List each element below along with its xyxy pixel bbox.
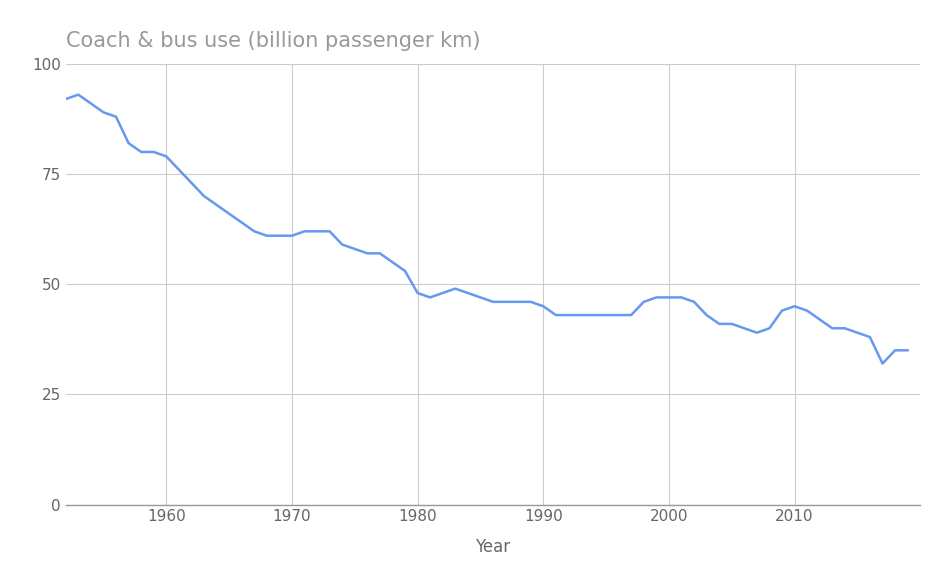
X-axis label: Year: Year bbox=[475, 538, 511, 556]
Text: Coach & bus use (billion passenger km): Coach & bus use (billion passenger km) bbox=[66, 31, 480, 51]
